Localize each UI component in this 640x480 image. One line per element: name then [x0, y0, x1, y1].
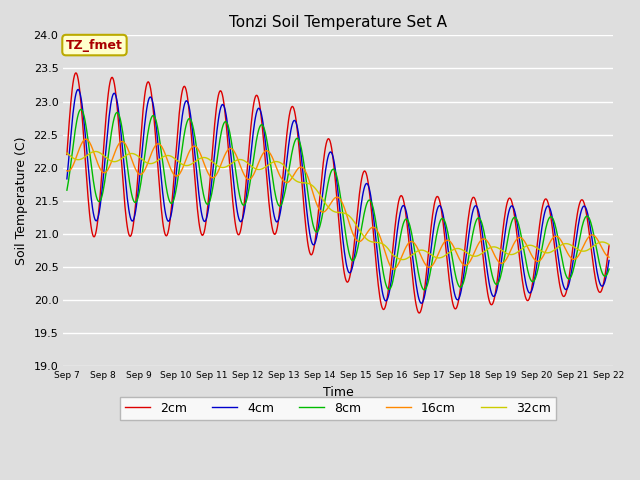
32cm — [213, 163, 221, 168]
16cm — [405, 240, 413, 245]
Y-axis label: Soil Temperature (C): Soil Temperature (C) — [15, 137, 28, 265]
16cm — [129, 161, 137, 167]
8cm — [213, 157, 221, 163]
8cm — [77, 107, 85, 112]
Line: 2cm: 2cm — [67, 73, 609, 313]
8cm — [421, 287, 429, 292]
4cm — [74, 86, 82, 92]
Line: 4cm: 4cm — [67, 89, 609, 303]
4cm — [605, 258, 613, 264]
16cm — [421, 261, 429, 267]
Legend: 2cm, 4cm, 8cm, 16cm, 32cm: 2cm, 4cm, 8cm, 16cm, 32cm — [120, 396, 556, 420]
2cm — [605, 243, 613, 249]
32cm — [421, 248, 429, 254]
32cm — [92, 149, 99, 155]
8cm — [63, 187, 71, 193]
32cm — [399, 257, 406, 263]
4cm — [73, 88, 81, 94]
2cm — [415, 310, 423, 316]
2cm — [129, 222, 137, 228]
2cm — [74, 73, 81, 79]
32cm — [605, 241, 613, 247]
Title: Tonzi Soil Temperature Set A: Tonzi Soil Temperature Set A — [229, 15, 447, 30]
2cm — [63, 152, 71, 157]
16cm — [605, 254, 613, 260]
2cm — [213, 101, 221, 107]
8cm — [404, 218, 412, 224]
32cm — [73, 156, 81, 162]
Line: 32cm: 32cm — [67, 152, 609, 260]
32cm — [184, 163, 192, 168]
16cm — [213, 171, 221, 177]
32cm — [63, 150, 71, 156]
8cm — [184, 116, 192, 122]
32cm — [405, 254, 413, 260]
Line: 16cm: 16cm — [67, 139, 609, 269]
16cm — [184, 151, 192, 156]
16cm — [82, 136, 90, 142]
8cm — [129, 197, 137, 203]
2cm — [184, 101, 192, 107]
X-axis label: Time: Time — [323, 386, 353, 399]
4cm — [417, 300, 425, 306]
Line: 8cm: 8cm — [67, 109, 609, 290]
4cm — [421, 291, 429, 297]
4cm — [404, 221, 412, 227]
4cm — [213, 128, 221, 133]
2cm — [404, 234, 412, 240]
8cm — [605, 266, 613, 272]
8cm — [73, 119, 81, 124]
4cm — [63, 176, 71, 182]
16cm — [63, 168, 71, 174]
2cm — [421, 283, 429, 288]
16cm — [390, 266, 397, 272]
8cm — [420, 287, 428, 293]
2cm — [72, 70, 80, 76]
16cm — [73, 153, 81, 159]
4cm — [184, 101, 192, 107]
Text: TZ_fmet: TZ_fmet — [66, 38, 123, 51]
32cm — [129, 151, 137, 156]
4cm — [129, 217, 137, 223]
